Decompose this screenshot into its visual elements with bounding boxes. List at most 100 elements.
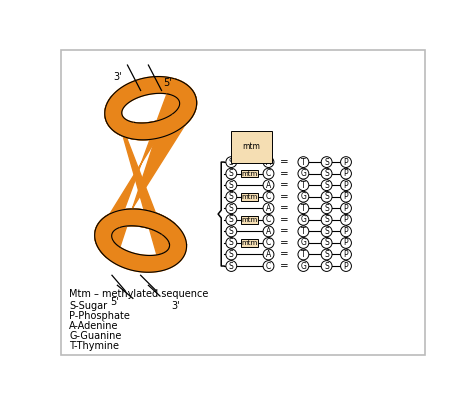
Text: A: A	[266, 158, 271, 166]
Circle shape	[263, 237, 274, 248]
Circle shape	[263, 191, 274, 202]
Text: =: =	[280, 227, 288, 236]
Text: A: A	[266, 204, 271, 213]
Text: S: S	[229, 215, 234, 224]
Circle shape	[341, 180, 351, 190]
Circle shape	[298, 203, 309, 214]
Text: P: P	[344, 239, 348, 247]
Circle shape	[321, 249, 332, 260]
Text: S: S	[229, 181, 234, 190]
Circle shape	[321, 226, 332, 237]
Text: A: A	[266, 181, 271, 190]
FancyBboxPatch shape	[241, 170, 258, 178]
Text: G: G	[301, 261, 306, 271]
Circle shape	[226, 168, 237, 179]
Polygon shape	[127, 115, 185, 140]
Text: G: G	[301, 169, 306, 178]
Text: 5': 5'	[110, 297, 119, 307]
Circle shape	[263, 226, 274, 237]
Text: =: =	[280, 169, 288, 178]
Text: S: S	[229, 192, 234, 201]
Circle shape	[341, 203, 351, 214]
Text: T: T	[301, 158, 306, 166]
Polygon shape	[110, 209, 175, 234]
Circle shape	[298, 249, 309, 260]
Text: T: T	[301, 181, 306, 190]
Text: 5': 5'	[164, 78, 172, 88]
Text: P: P	[344, 261, 348, 271]
Text: C: C	[266, 192, 271, 201]
Circle shape	[321, 157, 332, 168]
Polygon shape	[95, 94, 180, 257]
Circle shape	[298, 191, 309, 202]
Circle shape	[226, 215, 237, 225]
Circle shape	[263, 157, 274, 168]
Text: mtm: mtm	[242, 240, 258, 246]
Text: P: P	[344, 215, 348, 224]
Circle shape	[341, 191, 351, 202]
Text: A: A	[266, 227, 271, 236]
Circle shape	[341, 237, 351, 248]
Text: S: S	[229, 169, 234, 178]
Text: P: P	[344, 192, 348, 201]
Circle shape	[263, 261, 274, 271]
Text: T: T	[301, 227, 306, 236]
Text: P: P	[344, 227, 348, 236]
Text: mtm: mtm	[242, 171, 258, 176]
Text: 3': 3'	[113, 72, 122, 82]
Text: 3': 3'	[171, 301, 180, 311]
Text: =: =	[280, 192, 288, 202]
FancyBboxPatch shape	[241, 239, 258, 247]
Circle shape	[298, 226, 309, 237]
Text: P: P	[344, 169, 348, 178]
Text: P: P	[344, 158, 348, 166]
Text: mtm: mtm	[242, 217, 258, 223]
Text: T: T	[301, 204, 306, 213]
Text: A: A	[266, 250, 271, 259]
Text: S-Sugar: S-Sugar	[69, 301, 108, 311]
Circle shape	[321, 191, 332, 202]
Text: P-Phosphate: P-Phosphate	[69, 311, 130, 321]
Text: S: S	[324, 250, 329, 259]
Circle shape	[321, 215, 332, 225]
Circle shape	[226, 261, 237, 271]
Text: =: =	[280, 203, 288, 213]
Text: S: S	[229, 227, 234, 236]
FancyBboxPatch shape	[241, 216, 258, 224]
Circle shape	[263, 168, 274, 179]
Text: C: C	[266, 169, 271, 178]
Text: =: =	[280, 261, 288, 271]
Text: S: S	[229, 158, 234, 166]
Text: Mtm – methylated sequence: Mtm – methylated sequence	[69, 289, 209, 299]
Text: S: S	[324, 158, 329, 166]
Circle shape	[298, 215, 309, 225]
Circle shape	[298, 157, 309, 168]
Circle shape	[226, 203, 237, 214]
Circle shape	[226, 237, 237, 248]
Circle shape	[321, 261, 332, 271]
Text: S: S	[229, 204, 234, 213]
Circle shape	[341, 261, 351, 271]
Text: S: S	[324, 239, 329, 247]
Text: A-Adenine: A-Adenine	[69, 321, 119, 331]
Text: =: =	[280, 157, 288, 167]
Text: P: P	[344, 250, 348, 259]
Text: S: S	[324, 227, 329, 236]
Circle shape	[263, 249, 274, 260]
Circle shape	[298, 261, 309, 271]
Circle shape	[298, 180, 309, 190]
Circle shape	[341, 168, 351, 179]
Circle shape	[341, 249, 351, 260]
Text: S: S	[324, 261, 329, 271]
Text: S: S	[324, 169, 329, 178]
Text: S: S	[229, 239, 234, 247]
Text: P: P	[344, 204, 348, 213]
Circle shape	[321, 203, 332, 214]
Text: mtm: mtm	[243, 142, 260, 151]
Circle shape	[226, 226, 237, 237]
Circle shape	[321, 168, 332, 179]
Circle shape	[263, 203, 274, 214]
Circle shape	[321, 237, 332, 248]
Text: S: S	[229, 250, 234, 259]
Text: G: G	[301, 215, 306, 224]
